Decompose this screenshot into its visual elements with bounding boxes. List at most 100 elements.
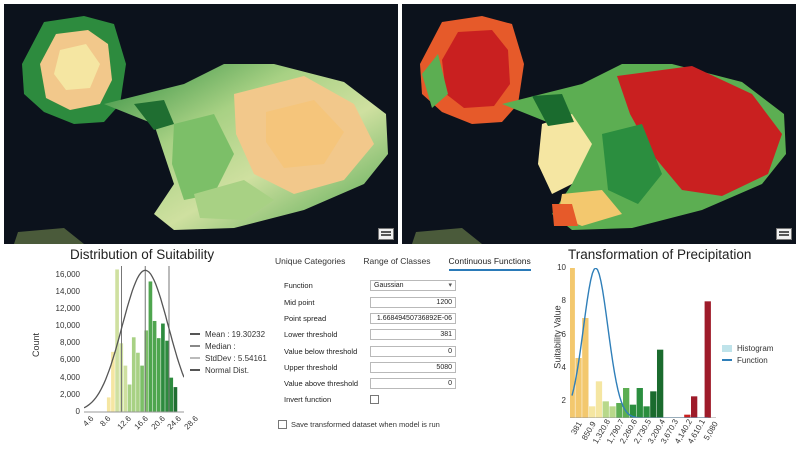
- y-tick-label: 10: [557, 263, 566, 272]
- tab-range-of-classes[interactable]: Range of Classes: [363, 256, 431, 266]
- normal-distribution-curve: [84, 269, 184, 409]
- legend-median: Median :: [190, 340, 267, 352]
- lower-threshold-row: Lower threshold 381: [284, 329, 458, 341]
- histogram-bar: [136, 352, 140, 412]
- histogram-bar: [169, 377, 174, 412]
- suitability-legend: Mean : 19.30232 Median : StdDev : 5.5416…: [190, 328, 267, 376]
- y-tick-label: 0: [75, 407, 80, 416]
- invert-function-label: Invert function: [284, 395, 332, 404]
- below-threshold-row: Value below threshold 0: [284, 346, 458, 358]
- y-tick-label: 12,000: [55, 303, 80, 313]
- y-tick-label: 2,000: [59, 389, 80, 399]
- suitability-map[interactable]: [4, 4, 398, 244]
- histogram-bar: [161, 323, 165, 412]
- suitability-histogram: [84, 266, 184, 413]
- histogram-bar: [575, 358, 582, 418]
- point-spread-row: Point spread 1.66849450736892E-06: [284, 313, 458, 325]
- midpoint-input[interactable]: 1200: [370, 297, 456, 308]
- y-tick-label: 4,000: [59, 372, 80, 382]
- above-threshold-input[interactable]: 0: [370, 378, 456, 389]
- histogram-bar: [690, 396, 698, 418]
- histogram-bar: [123, 365, 128, 412]
- histogram-bar: [609, 406, 616, 418]
- legend-stddev-label: StdDev : 5.54161: [205, 353, 267, 363]
- histogram-bar: [602, 401, 609, 418]
- legend-function-label: Function: [737, 355, 768, 365]
- midpoint-label: Mid point: [284, 298, 315, 307]
- legend-normal-label: Normal Dist.: [205, 365, 250, 375]
- histogram-bar: [656, 349, 664, 418]
- legend-mean-label: Mean : 19.30232: [205, 329, 266, 339]
- histogram-bar: [636, 388, 643, 418]
- legend-function: Function: [722, 354, 773, 366]
- upper-threshold-row: Upper threshold 5080: [284, 362, 458, 374]
- map-legend-icon[interactable]: [776, 228, 792, 240]
- precipitation-map[interactable]: [402, 4, 796, 244]
- midpoint-row: Mid point 1200: [284, 297, 458, 309]
- legend-normal: Normal Dist.: [190, 364, 267, 376]
- suitability-y-axis-title: Count: [31, 332, 42, 358]
- histogram-bar: [595, 381, 603, 418]
- histogram-bar: [570, 268, 575, 418]
- below-threshold-label: Value below threshold: [284, 347, 358, 356]
- tab-continuous-functions[interactable]: Continuous Functions: [448, 256, 531, 271]
- transformation-tabs: Unique Categories Range of Classes Conti…: [275, 256, 531, 271]
- legend-mean: Mean : 19.30232: [190, 328, 267, 340]
- island-map-precipitation: [412, 16, 786, 244]
- histogram-bar: [582, 318, 589, 418]
- upper-threshold-input[interactable]: 5080: [370, 362, 456, 373]
- histogram-bar: [650, 391, 657, 418]
- lower-threshold-input[interactable]: 381: [370, 329, 456, 340]
- histogram-bar: [148, 281, 153, 412]
- histogram-bar: [156, 338, 161, 412]
- histogram-bar: [173, 387, 178, 412]
- island-map-suitability: [14, 16, 388, 244]
- below-threshold-input[interactable]: 0: [370, 346, 456, 357]
- point-spread-label: Point spread: [284, 314, 327, 323]
- save-transformed-row: Save transformed dataset when model is r…: [278, 420, 440, 429]
- upper-threshold-label: Upper threshold: [284, 363, 338, 372]
- function-select[interactable]: Gaussian: [370, 280, 456, 291]
- precipitation-chart-title: Transformation of Precipitation: [568, 247, 752, 262]
- histogram-bar: [629, 404, 637, 418]
- y-tick-label: 8,000: [59, 338, 80, 348]
- histogram-bar: [643, 406, 650, 418]
- x-tick-label: 28.6: [182, 414, 200, 432]
- histogram-bar: [165, 340, 169, 412]
- histogram-bar: [140, 365, 144, 412]
- y-tick-label: 6,000: [59, 355, 80, 365]
- function-label: Function: [284, 281, 313, 290]
- legend-median-label: Median :: [205, 341, 236, 351]
- histogram-bar: [127, 384, 132, 412]
- histogram-bar: [152, 320, 157, 412]
- histogram-bar: [115, 269, 119, 412]
- histogram-bar: [106, 397, 111, 412]
- histogram-bar: [111, 351, 115, 412]
- point-spread-input[interactable]: 1.66849450736892E-06: [370, 313, 456, 324]
- histogram-bar: [684, 414, 691, 418]
- map-legend-icon[interactable]: [378, 228, 394, 240]
- lower-threshold-label: Lower threshold: [284, 330, 338, 339]
- y-tick-label: 14,000: [55, 286, 80, 296]
- function-row: Function Gaussian: [284, 280, 458, 292]
- above-threshold-label: Value above threshold: [284, 379, 359, 388]
- histogram-bar: [704, 301, 711, 418]
- y-tick-label: 8: [561, 296, 566, 306]
- legend-histogram: Histogram: [722, 342, 773, 354]
- above-threshold-row: Value above threshold 0: [284, 378, 458, 390]
- y-tick-label: 10,000: [55, 321, 80, 331]
- suitability-chart-title: Distribution of Suitability: [70, 247, 215, 262]
- save-transformed-label: Save transformed dataset when model is r…: [291, 420, 440, 429]
- save-transformed-checkbox[interactable]: [278, 420, 287, 429]
- y-tick-label: 16,000: [55, 269, 80, 279]
- tab-unique-categories[interactable]: Unique Categories: [275, 256, 346, 266]
- precipitation-histogram: [570, 268, 716, 418]
- histogram-bar: [144, 330, 149, 412]
- legend-histogram-label: Histogram: [737, 343, 774, 353]
- y-tick-label: 4: [561, 363, 566, 372]
- y-tick-label: 2: [561, 396, 566, 406]
- histogram-bar: [131, 337, 136, 412]
- y-tick-label: 6: [561, 329, 566, 339]
- histogram-bar: [616, 403, 623, 418]
- invert-function-checkbox[interactable]: [370, 395, 379, 404]
